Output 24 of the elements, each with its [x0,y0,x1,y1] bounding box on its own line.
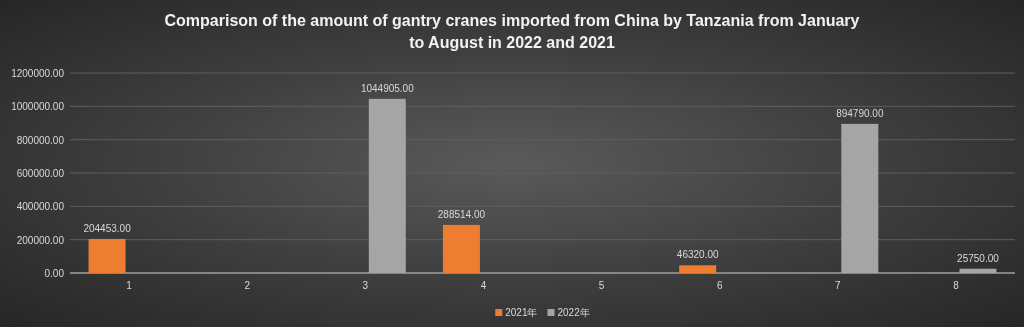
y-tick-label: 1000000.00 [11,101,65,113]
y-tick-label: 600000.00 [16,168,65,179]
y-tick-label: 1200000.00 [11,68,65,79]
y-tick-label: 800000.00 [16,134,65,146]
x-tick-label: 7 [835,280,842,291]
data-label: 46320.00 [676,249,719,261]
legend-label: 2022年 [557,307,590,318]
x-tick-label: 5 [598,280,605,291]
x-tick-label: 6 [716,280,723,291]
data-label: 25750.00 [957,252,1000,264]
x-tick-label: 3 [362,280,369,291]
title: Comparison of the amount of gantry cranes imported from China by Tanzania from January to August in 2022 and 2021 [163,11,861,53]
y-tick-label: 0.00 [44,268,65,279]
data-label: 894790.00 [836,107,884,119]
data-label: 288514.00 [437,208,486,220]
data-label: 1044905.00 [360,82,415,94]
x-tick-label: 4 [480,280,487,291]
data-label: 204453.00 [83,222,132,234]
x-tick-label: 8 [953,280,960,291]
y-tick-label: 200000.00 [16,234,65,246]
x-tick-label: 1 [126,280,133,291]
x-tick-label: 2 [244,280,251,291]
y-tick-label: 400000.00 [16,201,65,213]
legend-label: 2021年 [505,307,538,318]
